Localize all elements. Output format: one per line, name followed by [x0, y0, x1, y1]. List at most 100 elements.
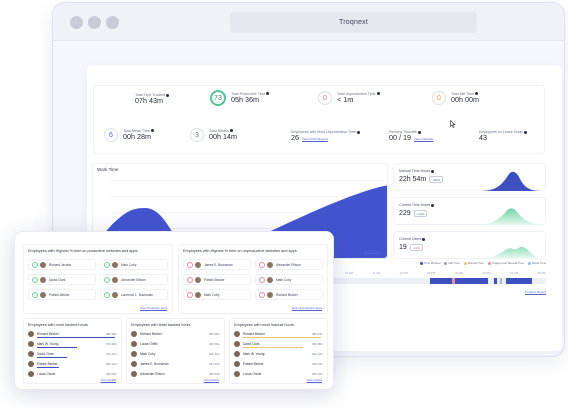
view-productive-apps-link[interactable]: View Productive Apps — [139, 306, 167, 310]
avatar — [112, 291, 118, 298]
time-worked-segment[interactable] — [506, 278, 532, 284]
info-icon[interactable] — [524, 130, 528, 134]
view-all-employees-link[interactable]: View All Employees — [302, 137, 329, 142]
employee-name: David Clark — [37, 351, 54, 356]
info-icon[interactable] — [431, 169, 435, 173]
stat-label: Total Breaks — [209, 128, 229, 133]
stat-value: 26 — [291, 133, 299, 143]
app-item[interactable]: Mark Coby — [100, 259, 168, 270]
app-item[interactable]: Alexander Ellison — [100, 274, 168, 285]
manual-time-card: Manual Time Hours 22h 54m +52% — [393, 163, 546, 191]
employee-name: James E. Buchanan — [204, 262, 233, 267]
break-segment[interactable] — [500, 278, 502, 284]
timeline-report-link[interactable]: Timeline Report — [524, 290, 546, 294]
list-item[interactable]: Patrick Becker 03h 02m — [234, 359, 323, 368]
list-item[interactable]: David Clark 07h 21m — [28, 349, 117, 358]
gridline — [111, 212, 383, 213]
info-icon[interactable] — [229, 129, 233, 133]
list-item[interactable]: Lucas Grand 02h 16m — [234, 369, 323, 378]
current-time-sparkline — [479, 208, 541, 225]
unapproved-segment[interactable] — [452, 278, 455, 284]
hour-label: 05 PM — [537, 271, 546, 275]
progress-ring-icon — [187, 291, 193, 298]
progress-ring-icon — [104, 291, 110, 298]
view-details-link[interactable]: View Details — [203, 378, 219, 382]
app-item[interactable]: Alexander Ellison — [255, 259, 323, 270]
app-item[interactable]: Patrick Becker — [28, 289, 96, 300]
view-calendar-link[interactable]: View Calendar — [413, 137, 434, 142]
progress-ring-icon — [104, 261, 110, 268]
info-icon[interactable] — [417, 130, 421, 134]
app-item[interactable]: Mark Coby — [255, 274, 323, 285]
productivity-ring-icon: 73 — [210, 90, 226, 106]
employee-name: Richard Becker — [276, 292, 298, 297]
app-item[interactable]: Richard Jacobs — [28, 259, 96, 270]
list-item[interactable]: Mark W. Young 04h 12m — [234, 349, 323, 358]
list-item[interactable]: Lucas Griffin 00h 56m — [131, 339, 220, 348]
timeline-track[interactable] — [290, 278, 546, 284]
employee-name: James E. Buchanan — [140, 361, 169, 366]
employee-name: Patrick Becker — [243, 361, 264, 366]
current-users-sparkline — [479, 246, 541, 259]
hour-label: 03 PM — [482, 271, 491, 275]
hours-bar — [243, 347, 303, 348]
list-item[interactable]: Mark Coby 01h 12m — [131, 349, 220, 358]
employee-name: Mark Coby — [276, 277, 292, 282]
time-worked-segment[interactable] — [430, 278, 488, 284]
app-item[interactable]: David Clark — [28, 274, 96, 285]
app-item[interactable]: Mark Coby — [183, 289, 251, 300]
hours-value: 05h 38m — [312, 341, 323, 346]
hour-label: 04 PM — [510, 271, 519, 275]
hours-value: 00h 56m — [209, 341, 220, 346]
avatar — [267, 261, 273, 268]
info-icon[interactable] — [422, 237, 426, 241]
avatar — [234, 370, 240, 377]
employee-name: Patrick Becker — [49, 292, 70, 297]
list-item[interactable]: Alexander Ellison 02h 04m — [131, 369, 220, 378]
info-icon[interactable] — [376, 92, 380, 96]
address-bar[interactable]: Troqnext — [230, 12, 477, 33]
hours-bar — [243, 337, 321, 338]
stat-idle-time: 0 Total Idle Time 00h 00m — [432, 91, 479, 105]
panel-title: Employees with most manual hours — [234, 323, 294, 327]
hours-value: 08h 38m — [106, 331, 117, 336]
app-item[interactable]: Richard Becker — [255, 289, 323, 300]
list-item[interactable]: Lucas Grand 05h 08m — [28, 369, 117, 378]
timeline-legend: Time Worked Idle Time Manual Time Unappr… — [419, 261, 546, 265]
time-worked-segment[interactable] — [494, 278, 497, 284]
list-item[interactable]: James E. Buchanan 01h 40m — [131, 359, 220, 368]
window-minimize-dot[interactable] — [88, 16, 101, 29]
avatar — [28, 350, 34, 357]
app-item[interactable]: Lanrence L. Buchanan — [100, 289, 168, 300]
change-pill: -44% — [409, 244, 423, 251]
view-details-link[interactable]: View Details — [306, 378, 322, 382]
stat-label: Total Productive Time — [231, 91, 266, 96]
info-icon[interactable] — [150, 129, 154, 133]
avatar — [28, 370, 34, 377]
window-close-dot[interactable] — [70, 16, 83, 29]
window-maximize-dot[interactable] — [106, 16, 119, 29]
change-pill: +44% — [413, 210, 428, 217]
info-icon[interactable] — [166, 93, 170, 97]
list-item[interactable]: David Clark 05h 38m — [234, 339, 323, 348]
info-icon[interactable] — [266, 92, 270, 96]
stat-label: Total Idle Time — [451, 91, 475, 96]
list-item[interactable]: Richard Becker 08h 38m — [28, 329, 117, 338]
employee-insights-overlay: Employees with Highest % time on product… — [14, 231, 334, 390]
employee-name: Lanrence L. Buchanan — [121, 292, 154, 297]
info-icon[interactable] — [431, 203, 435, 207]
list-item[interactable]: Mark W. Young 07h 43m — [28, 339, 117, 348]
app-item[interactable]: James E. Buchanan — [183, 259, 251, 270]
view-unproductive-apps-link[interactable]: View Unproductive Apps — [291, 306, 322, 310]
gridline — [111, 228, 383, 229]
info-icon[interactable] — [356, 130, 360, 134]
view-report-link[interactable]: View Report — [363, 249, 380, 253]
app-item[interactable]: Patrick Becker — [183, 274, 251, 285]
list-item[interactable]: Richard Becker 00h 48m — [131, 329, 220, 338]
list-item[interactable]: Richard Becker 06h 24m — [234, 329, 323, 338]
panel-title: Employees with Highest % time on unprodu… — [183, 249, 297, 253]
info-icon[interactable] — [475, 92, 479, 96]
list-item[interactable]: Patrick Becker 06h 12m — [28, 359, 117, 368]
view-details-link[interactable]: View Details — [100, 378, 116, 382]
stat-value: 07h 43m — [135, 96, 163, 106]
